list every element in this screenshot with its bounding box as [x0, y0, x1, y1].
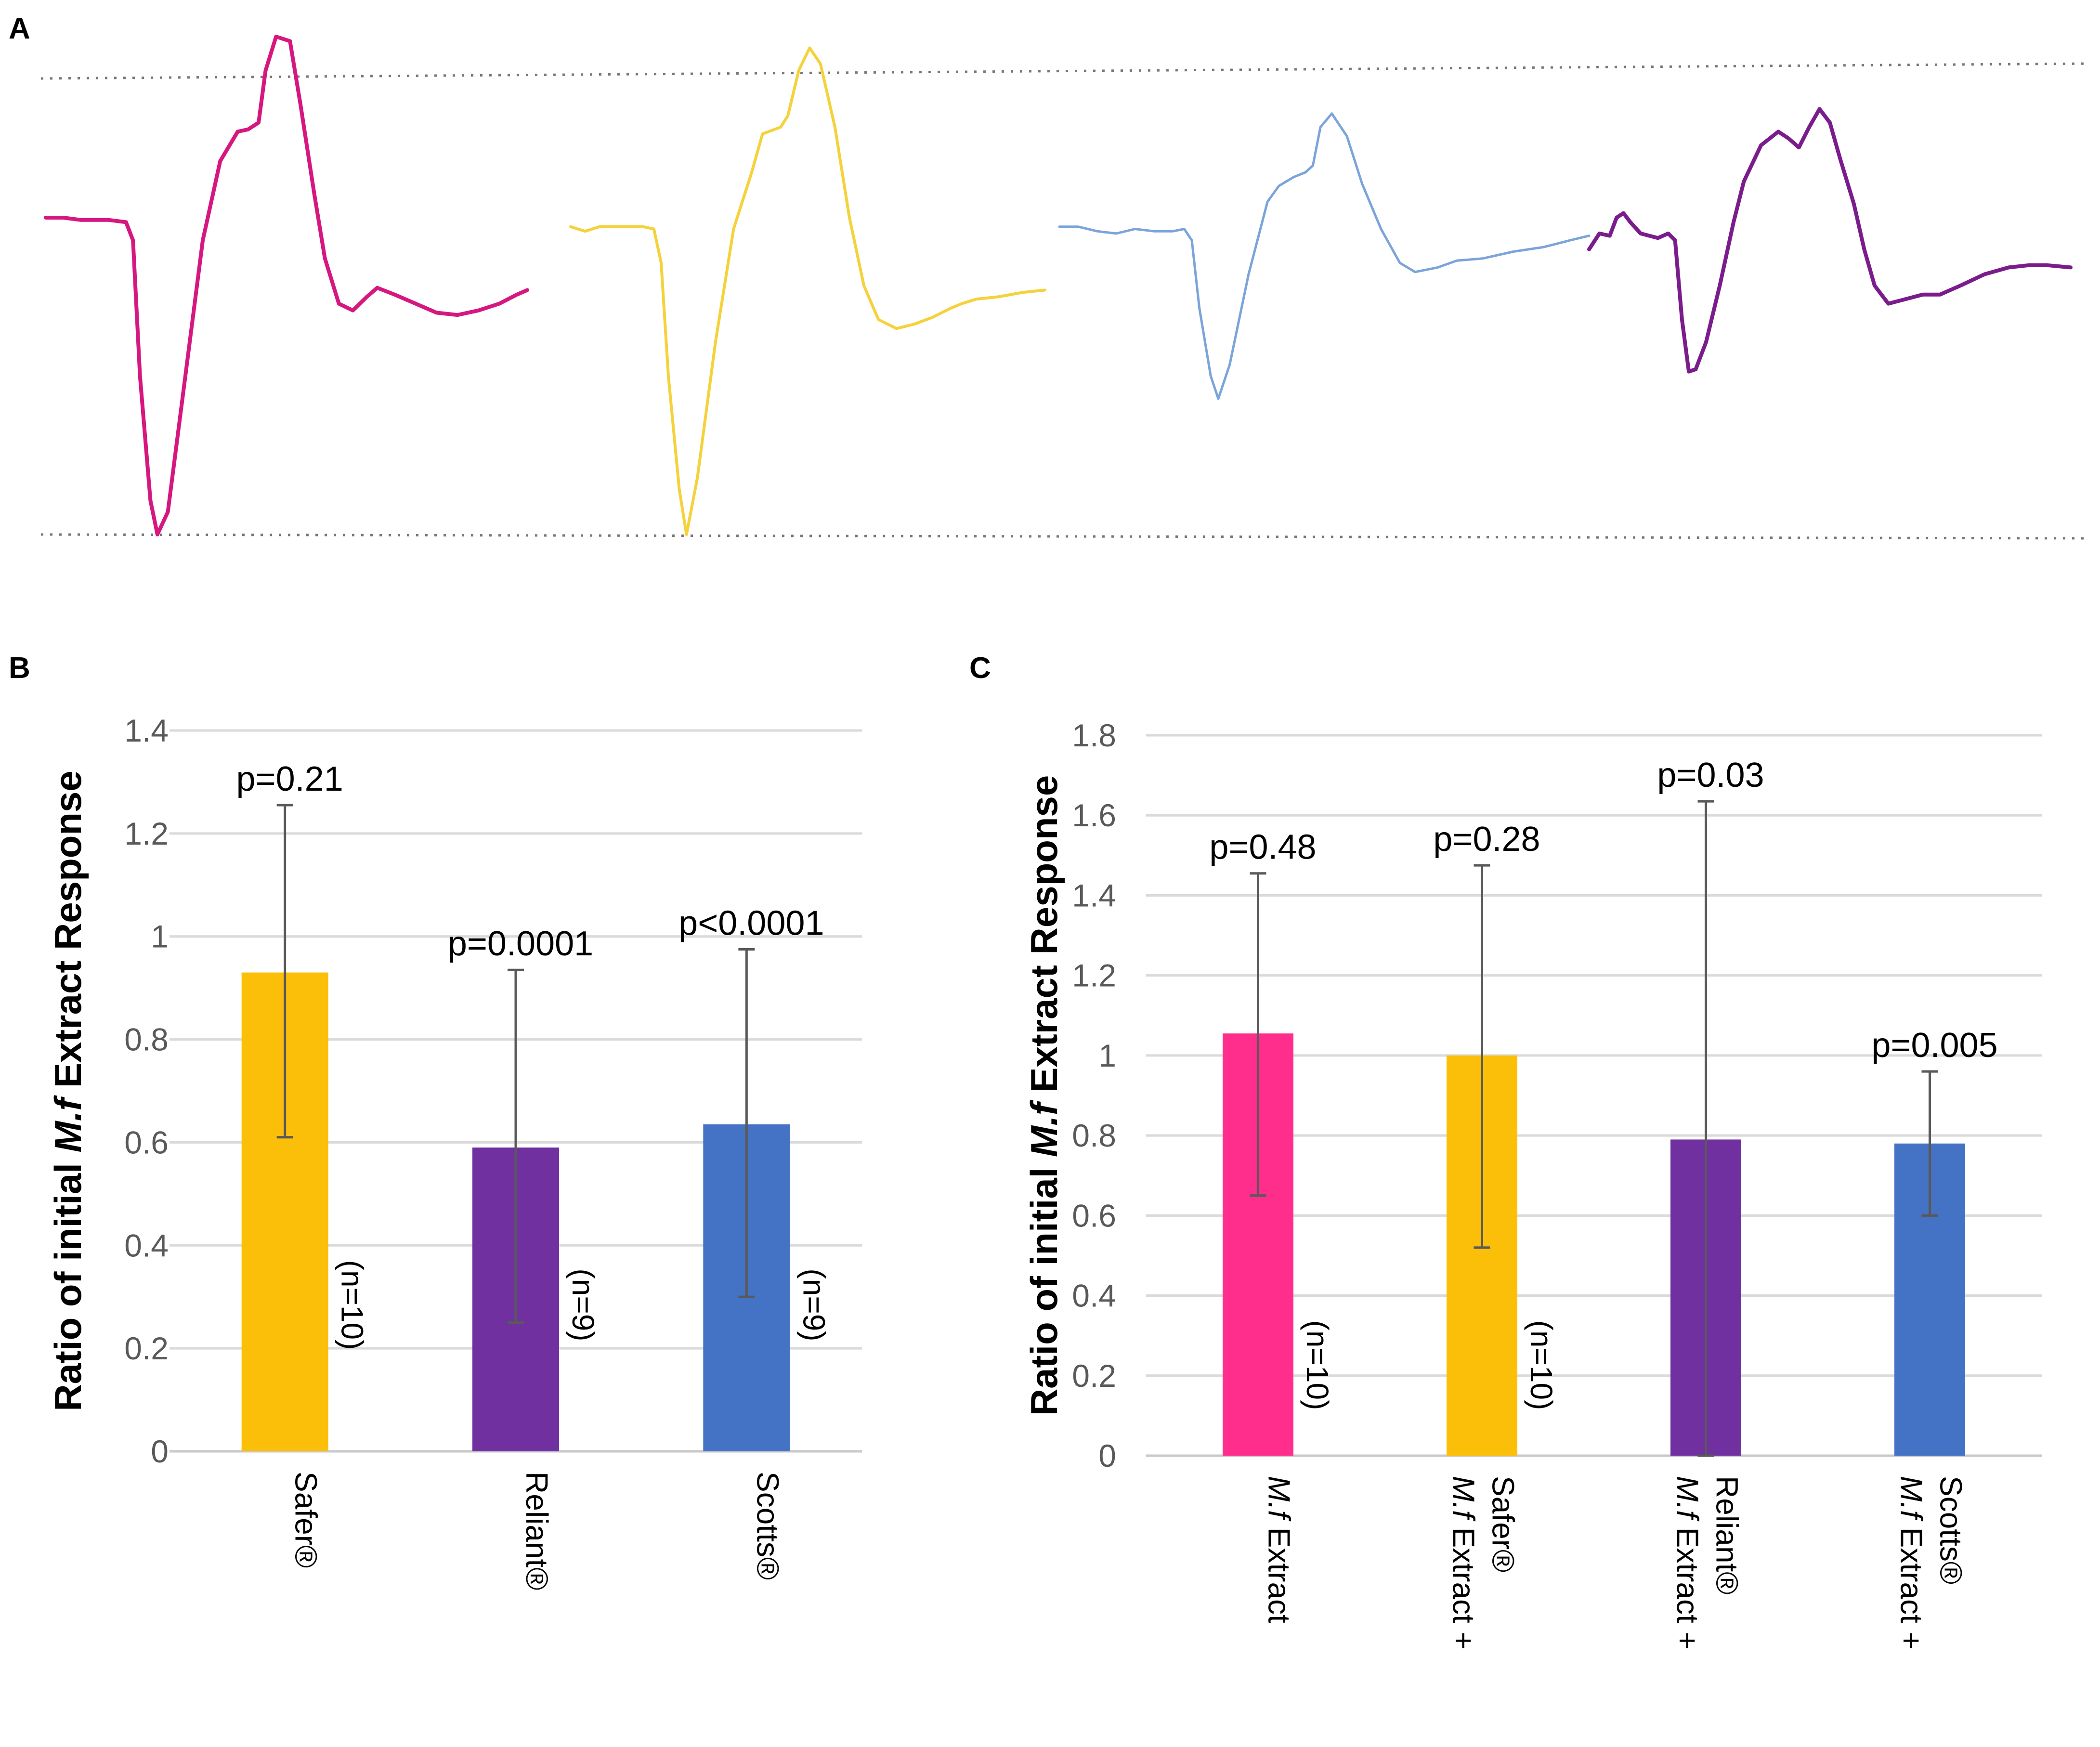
n-label: (n=10)	[335, 1260, 370, 1350]
n-label: (n=9)	[566, 1268, 600, 1341]
p-value-label: p=0.21	[236, 760, 343, 798]
y-tick-label: 0	[1098, 1438, 1116, 1473]
category-label: Scotts®	[1934, 1476, 1969, 1584]
chart-b: 0 0.2 0.4 0.6 0.8 1 1.2 1.4 Ratio of initial M.f…	[47, 713, 862, 1590]
y-tick-label: 0.6	[124, 1124, 169, 1160]
panel-b-letter: B	[9, 652, 30, 685]
panel-c-letter: C	[969, 652, 991, 685]
category-label: Reliant®	[1710, 1476, 1745, 1594]
p-value-label: p=0.28	[1433, 820, 1540, 859]
trace-extract	[1587, 107, 2073, 374]
category-label: Scotts®	[750, 1472, 785, 1580]
category-label: Safer®	[289, 1472, 324, 1568]
y-tick-label: 1.2	[124, 816, 169, 851]
n-label: (n=9)	[796, 1268, 831, 1341]
panel-b: B 0 0.2 0.4 0.6 0.8 1 1.2 1.4 Ratio of initial M…	[9, 652, 862, 1590]
n-label: (n=10)	[1524, 1320, 1559, 1410]
y-tick-label: 1.4	[1072, 877, 1116, 913]
y-tick-label: 0	[151, 1434, 169, 1469]
panel-a: A	[9, 12, 2090, 540]
n-label: (n=10)	[1300, 1320, 1335, 1410]
p-value-label: p=0.48	[1209, 828, 1316, 867]
category-label: Reliant®	[520, 1472, 554, 1590]
p-value-label: p=0.005	[1871, 1026, 1997, 1065]
trace-scotts	[1058, 112, 1591, 400]
traces	[44, 35, 2073, 536]
y-tick-label: 0.8	[1072, 1118, 1116, 1153]
y-tick-label: 0.4	[124, 1227, 169, 1263]
y-tick-label: 1	[151, 919, 169, 954]
y-tick-label: 0.2	[1072, 1358, 1116, 1394]
y-tick-label: 1.4	[124, 713, 169, 748]
y-axis-label: Ratio of initial M.f Extract Response	[1023, 775, 1065, 1416]
p-value-label: p<0.0001	[678, 904, 824, 942]
category-label: M.f Extract +	[1894, 1476, 1929, 1650]
y-tick-label: 1	[1098, 1038, 1116, 1073]
y-axis-label: Ratio of initial M.f Extract Response	[47, 770, 89, 1411]
p-value-label: p=0.0001	[448, 925, 593, 963]
panel-a-letter: A	[9, 12, 30, 45]
y-tick-label: 1.6	[1072, 797, 1116, 833]
bottom-reference-line	[40, 533, 2090, 540]
category-label: M.f Extract	[1262, 1476, 1297, 1623]
category-label: Safer®	[1486, 1476, 1521, 1572]
y-tick-label: 1.2	[1072, 958, 1116, 993]
y-tick-label: 1.8	[1072, 717, 1116, 753]
trace-reliant	[569, 46, 1046, 536]
top-reference-line	[40, 62, 2090, 80]
y-tick-label: 0.8	[124, 1022, 169, 1057]
category-label: M.f Extract +	[1670, 1476, 1705, 1650]
y-tick-label: 0.2	[124, 1330, 169, 1366]
y-tick-label: 0.6	[1072, 1198, 1116, 1233]
trace-safer	[44, 35, 529, 536]
category-label: M.f Extract +	[1447, 1476, 1481, 1650]
p-value-label: p=0.03	[1657, 756, 1764, 795]
y-tick-label: 0.4	[1072, 1278, 1116, 1314]
